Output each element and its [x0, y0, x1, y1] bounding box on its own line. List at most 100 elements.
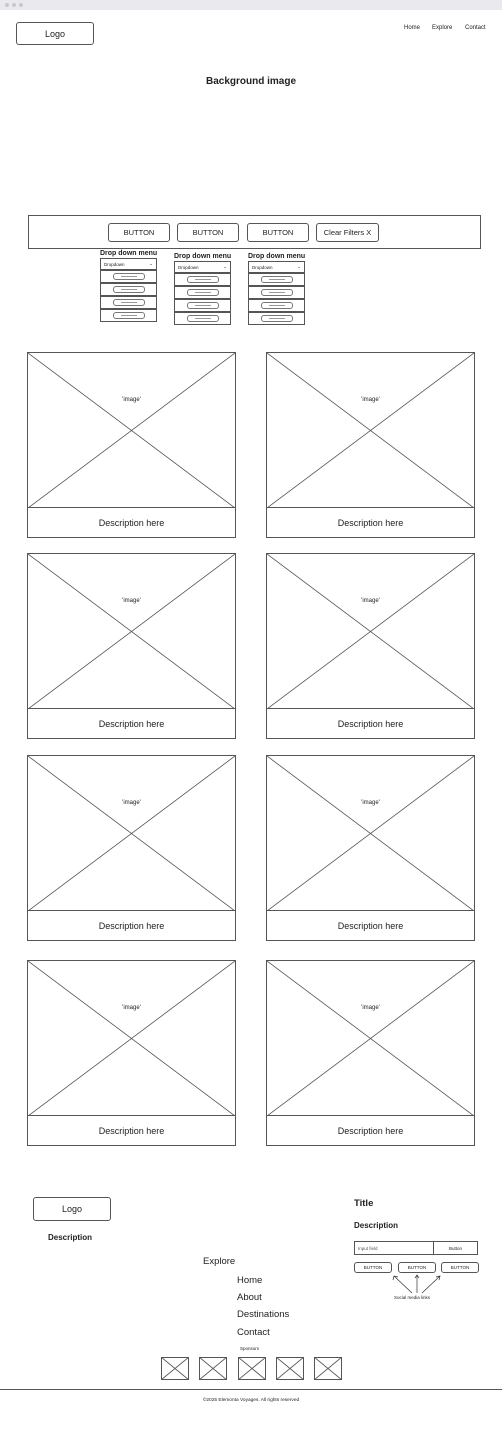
- copyright-text: ©2025 Elemonta Voyages. All rights reser…: [202, 1398, 300, 1403]
- newsletter-title: Title: [354, 1198, 374, 1209]
- dropdown-title: Drop down menu: [100, 250, 158, 257]
- card-description: Description here: [28, 1115, 235, 1145]
- dropdown-menu-3: Drop down menu Dropdown ⌄: [248, 253, 305, 325]
- window-dot: [19, 3, 23, 7]
- newsletter-input[interactable]: Input field: [355, 1242, 434, 1254]
- image-placeholder-icon: [267, 554, 474, 709]
- option-placeholder: [186, 289, 219, 296]
- card-description: Description here: [28, 910, 235, 940]
- image-placeholder-icon: [28, 961, 235, 1116]
- destination-card[interactable]: 'image' Description here: [27, 553, 236, 739]
- footer-description: Description: [48, 1233, 93, 1242]
- sponsor-logo[interactable]: [314, 1357, 342, 1380]
- nav-link-explore[interactable]: Explore: [432, 25, 453, 31]
- chevron-down-icon: ⌄: [223, 264, 227, 269]
- card-description: Description here: [267, 507, 474, 537]
- option-placeholder: [112, 299, 145, 306]
- header-logo[interactable]: Logo: [16, 22, 94, 45]
- dropdown-select-label: Dropdown: [104, 261, 125, 267]
- card-description: Description here: [267, 910, 474, 940]
- chevron-down-icon: ⌄: [297, 264, 301, 269]
- card-image-label: 'image': [122, 598, 141, 604]
- dropdown-option[interactable]: [174, 312, 231, 325]
- dropdown-title: Drop down menu: [174, 253, 232, 260]
- social-button-2[interactable]: BUTTON: [398, 1262, 436, 1273]
- card-image-label: 'image': [122, 397, 141, 403]
- clear-filters-button[interactable]: Clear Filters X: [316, 223, 379, 242]
- destination-card[interactable]: 'image' Description here: [27, 352, 236, 538]
- footer-link-contact[interactable]: Contact: [237, 1327, 270, 1338]
- destination-card[interactable]: 'image' Description here: [27, 960, 236, 1146]
- nav-link-home[interactable]: Home: [404, 25, 421, 31]
- sponsor-logo[interactable]: [238, 1357, 266, 1380]
- filter-button-2[interactable]: BUTTON: [177, 223, 239, 242]
- dropdown-select[interactable]: Dropdown ⌄: [100, 258, 157, 270]
- image-placeholder-icon: [267, 353, 474, 508]
- dropdown-option[interactable]: [100, 296, 157, 309]
- card-description: Description here: [267, 1115, 474, 1145]
- newsletter-form: Input field Button: [354, 1241, 478, 1255]
- social-caption: Social media links: [394, 1295, 431, 1300]
- chevron-down-icon: ⌄: [149, 261, 153, 266]
- filter-button-1[interactable]: BUTTON: [108, 223, 170, 242]
- newsletter-description: Description: [354, 1221, 399, 1230]
- sponsor-logo[interactable]: [276, 1357, 304, 1380]
- footer-logo[interactable]: Logo: [33, 1197, 111, 1221]
- card-description: Description here: [28, 708, 235, 738]
- option-placeholder: [260, 315, 293, 322]
- window-title-bar: [0, 0, 502, 10]
- social-button-1[interactable]: BUTTON: [354, 1262, 392, 1273]
- card-image-label: 'image': [122, 800, 141, 806]
- nav-link-contact[interactable]: Contact: [465, 25, 486, 31]
- footer-divider: [0, 1389, 502, 1390]
- dropdown-select-label: Dropdown: [252, 264, 273, 270]
- option-placeholder: [260, 276, 293, 283]
- dropdown-select-label: Dropdown: [178, 264, 199, 270]
- window-dot: [5, 3, 9, 7]
- dropdown-menu-2: Drop down menu Dropdown ⌄: [174, 253, 231, 325]
- dropdown-option[interactable]: [248, 286, 305, 299]
- footer-link-home[interactable]: Home: [237, 1275, 263, 1286]
- destination-card[interactable]: 'image' Description here: [266, 352, 475, 538]
- dropdown-option[interactable]: [174, 286, 231, 299]
- dropdown-select[interactable]: Dropdown ⌄: [174, 261, 231, 273]
- dropdown-select[interactable]: Dropdown ⌄: [248, 261, 305, 273]
- dropdown-option[interactable]: [174, 299, 231, 312]
- card-image-label: 'image': [361, 598, 380, 604]
- arrow-icon: [392, 1274, 441, 1294]
- option-placeholder: [186, 315, 219, 322]
- option-placeholder: [112, 312, 145, 319]
- sponsor-logo[interactable]: [161, 1357, 189, 1380]
- social-button-3[interactable]: BUTTON: [441, 1262, 479, 1273]
- destination-card[interactable]: 'image' Description here: [266, 755, 475, 941]
- sponsor-logo[interactable]: [199, 1357, 227, 1380]
- footer-link-about[interactable]: About: [237, 1292, 262, 1303]
- newsletter-submit-button[interactable]: Button: [448, 1245, 462, 1251]
- image-placeholder-icon: [267, 756, 474, 911]
- dropdown-option[interactable]: [174, 273, 231, 286]
- card-image-label: 'image': [361, 397, 380, 403]
- hero-title: Background image: [205, 76, 297, 87]
- image-placeholder-icon: [267, 961, 474, 1116]
- filter-button-3[interactable]: BUTTON: [247, 223, 309, 242]
- option-placeholder: [186, 276, 219, 283]
- footer-link-destinations[interactable]: Destinations: [237, 1309, 290, 1320]
- destination-card[interactable]: 'image' Description here: [266, 553, 475, 739]
- dropdown-option[interactable]: [248, 312, 305, 325]
- option-placeholder: [260, 302, 293, 309]
- option-placeholder: [112, 286, 145, 293]
- dropdown-option[interactable]: [100, 283, 157, 296]
- dropdown-title: Drop down menu: [248, 253, 306, 260]
- dropdown-option[interactable]: [100, 309, 157, 322]
- option-placeholder: [186, 302, 219, 309]
- destination-card[interactable]: 'image' Description here: [266, 960, 475, 1146]
- window-dot: [12, 3, 16, 7]
- card-image-label: 'image': [122, 1005, 141, 1011]
- option-placeholder: [112, 273, 145, 280]
- dropdown-option[interactable]: [248, 299, 305, 312]
- dropdown-option[interactable]: [100, 270, 157, 283]
- dropdown-option[interactable]: [248, 273, 305, 286]
- destination-card[interactable]: 'image' Description here: [27, 755, 236, 941]
- dropdown-menu-1: Drop down menu Dropdown ⌄: [100, 250, 157, 322]
- sponsors-label: Sponsors: [240, 1346, 260, 1351]
